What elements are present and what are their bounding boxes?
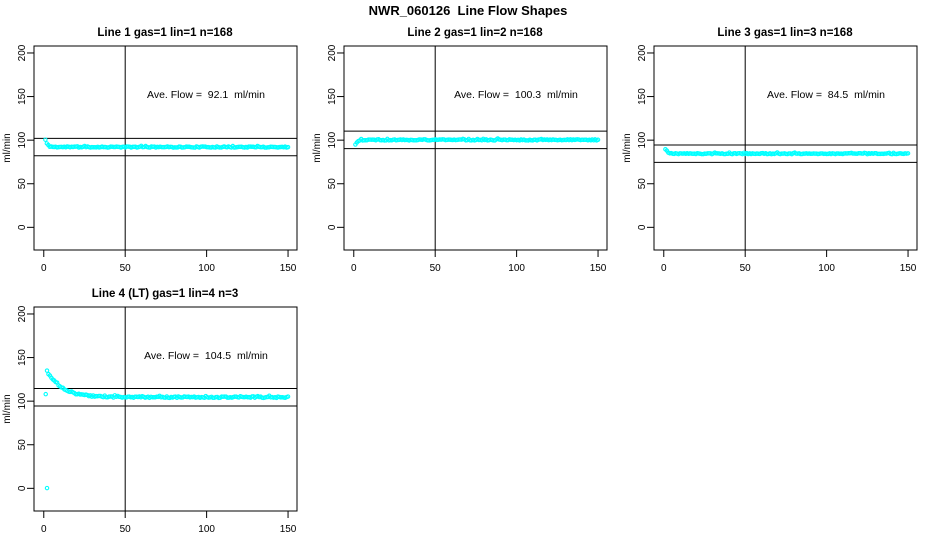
svg-text:100: 100	[198, 263, 215, 274]
svg-text:50: 50	[430, 263, 442, 274]
svg-text:100: 100	[198, 524, 215, 535]
figure-title: NWR_060126 Line Flow Shapes	[368, 3, 568, 18]
svg-text:100: 100	[818, 263, 835, 274]
svg-text:200: 200	[17, 305, 28, 322]
svg-text:0: 0	[351, 263, 357, 274]
svg-text:50: 50	[17, 439, 28, 451]
svg-text:100: 100	[637, 131, 648, 148]
svg-text:150: 150	[280, 263, 297, 274]
svg-text:200: 200	[637, 44, 648, 61]
svg-text:150: 150	[17, 349, 28, 366]
svg-text:100: 100	[17, 392, 28, 409]
svg-text:200: 200	[17, 44, 28, 61]
panel-title-line-1: Line 1 gas=1 lin=1 n=168	[97, 27, 233, 39]
svg-text:150: 150	[17, 88, 28, 105]
svg-text:0: 0	[327, 224, 338, 230]
ave-flow-annotation-line-4: Ave. Flow = 104.5 ml/min	[144, 350, 268, 362]
svg-text:150: 150	[900, 263, 917, 274]
svg-text:0: 0	[41, 524, 47, 535]
svg-text:0: 0	[661, 263, 667, 274]
panel-title-line-3: Line 3 gas=1 lin=3 n=168	[717, 27, 853, 39]
svg-text:50: 50	[327, 178, 338, 190]
svg-text:100: 100	[508, 263, 525, 274]
svg-text:50: 50	[637, 178, 648, 190]
svg-text:100: 100	[17, 131, 28, 148]
svg-text:ml/min: ml/min	[2, 394, 13, 423]
svg-text:50: 50	[120, 263, 132, 274]
svg-text:0: 0	[41, 263, 47, 274]
svg-text:200: 200	[327, 44, 338, 61]
svg-text:150: 150	[327, 88, 338, 105]
svg-text:50: 50	[120, 524, 132, 535]
svg-text:0: 0	[637, 224, 648, 230]
svg-text:150: 150	[590, 263, 607, 274]
svg-text:150: 150	[637, 88, 648, 105]
panel-title-line-2: Line 2 gas=1 lin=2 n=168	[407, 27, 543, 39]
svg-text:ml/min: ml/min	[622, 133, 633, 162]
svg-text:ml/min: ml/min	[2, 133, 13, 162]
panel-title-line-4: Line 4 (LT) gas=1 lin=4 n=3	[91, 288, 239, 300]
svg-text:50: 50	[17, 178, 28, 190]
svg-text:0: 0	[17, 224, 28, 230]
svg-text:100: 100	[327, 131, 338, 148]
svg-text:150: 150	[280, 524, 297, 535]
ave-flow-annotation-line-1: Ave. Flow = 92.1 ml/min	[147, 89, 265, 101]
ave-flow-annotation-line-3: Ave. Flow = 84.5 ml/min	[767, 89, 885, 101]
svg-text:50: 50	[740, 263, 752, 274]
ave-flow-annotation-line-2: Ave. Flow = 100.3 ml/min	[454, 89, 578, 101]
svg-text:0: 0	[17, 485, 28, 491]
svg-text:ml/min: ml/min	[312, 133, 323, 162]
